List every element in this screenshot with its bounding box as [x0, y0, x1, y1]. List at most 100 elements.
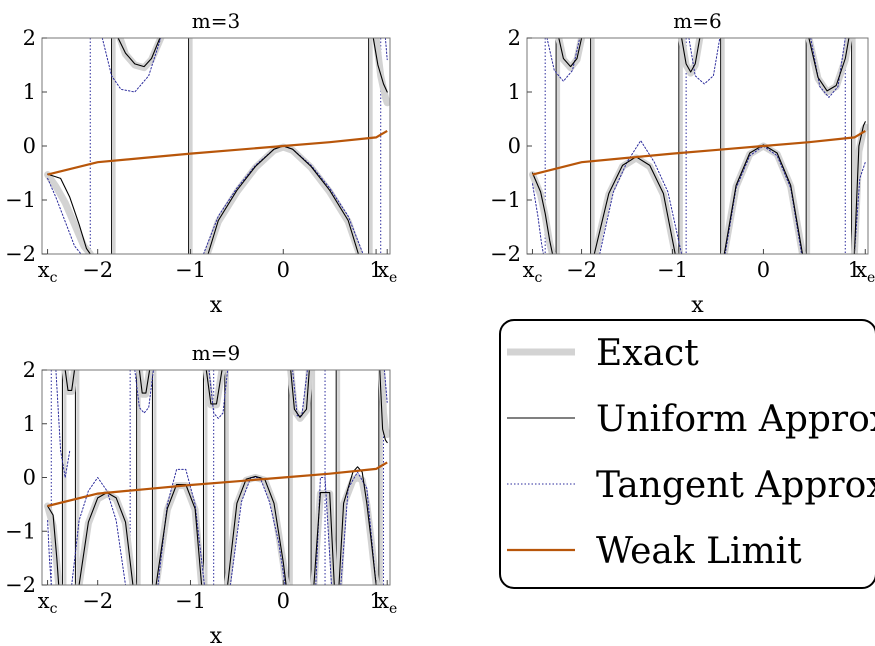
- series-dotted-blue-segment: [101, 38, 162, 93]
- x-tick-label: xc: [523, 258, 543, 286]
- series-thick-gray-segment: [116, 38, 165, 72]
- series-dotted-blue-segment: [546, 38, 581, 82]
- series-dotted-blue-segment: [134, 370, 154, 414]
- x-tick-label: 0: [277, 258, 290, 282]
- series-thick-gray-segment: [591, 154, 679, 254]
- x-tick-subscript: c: [50, 601, 58, 617]
- x-tick-label: 0: [757, 258, 770, 282]
- series-dotted-blue-segment: [340, 471, 377, 585]
- y-tick-label: −2: [490, 242, 521, 266]
- series-thin-black-segment: [290, 370, 310, 418]
- legend-label-tangent: Tangent Approx.: [596, 465, 875, 506]
- x-axis-label: x: [210, 293, 223, 318]
- x-tick-label: xc: [38, 589, 58, 617]
- x-axis-label: x: [691, 293, 704, 318]
- y-tick-label: −2: [5, 242, 36, 266]
- panel-title: m=9: [192, 341, 240, 365]
- series-thin-black-segment: [379, 370, 388, 444]
- series-dotted-blue-segment: [208, 370, 229, 419]
- series-dotted-blue-segment: [71, 477, 126, 585]
- panel-title: m=3: [192, 9, 240, 33]
- y-tick-label: 0: [23, 134, 36, 158]
- x-tick-label: −1: [175, 589, 206, 613]
- legend-box: [499, 319, 875, 589]
- x-tick-label: −2: [82, 258, 113, 282]
- series-thin-black-segment: [227, 475, 287, 585]
- x-tick-label: −1: [657, 258, 688, 282]
- series-thin-black-segment: [205, 370, 223, 405]
- y-tick-label: 1: [23, 412, 36, 436]
- series-thin-black-segment: [117, 38, 161, 68]
- series-thin-black-segment: [138, 370, 151, 394]
- x-tick-label: xe: [855, 258, 875, 286]
- y-tick-label: 2: [508, 26, 521, 50]
- series-dotted-blue-segment: [47, 177, 82, 254]
- y-tick-label: −1: [490, 188, 521, 212]
- series-dotted-blue-segment: [55, 370, 71, 478]
- series-thick-gray-segment: [224, 474, 290, 585]
- series-dotted-blue-segment: [383, 370, 388, 403]
- series-thin-black-segment: [155, 483, 203, 585]
- series-dotted-blue-segment: [853, 161, 866, 254]
- series-thin-black-segment: [47, 505, 60, 585]
- y-tick-label: −1: [5, 519, 36, 543]
- series-thick-gray-segment: [372, 38, 390, 107]
- x-tick-label: 1: [369, 589, 382, 613]
- y-tick-label: −1: [5, 188, 36, 212]
- series-dotted-blue-segment: [688, 38, 721, 85]
- series-thin-black-segment: [808, 38, 850, 92]
- weak-limit-line: [47, 129, 388, 176]
- y-tick-label: 0: [23, 466, 36, 490]
- x-tick-subscript: e: [867, 270, 875, 286]
- x-tick-subscript: c: [50, 270, 58, 286]
- series-thin-black-segment: [338, 466, 377, 585]
- series-thick-gray-segment: [44, 171, 94, 254]
- series-dotted-blue-segment: [47, 520, 52, 585]
- series-thick-gray-segment: [720, 142, 806, 254]
- plot-area: [44, 370, 390, 585]
- y-tick-label: 1: [508, 80, 521, 104]
- x-tick-label: xc: [38, 258, 58, 286]
- x-tick-subscript: c: [534, 270, 542, 286]
- legend-label-exact: Exact: [596, 333, 699, 374]
- x-tick-label: 1: [369, 258, 382, 282]
- series-dotted-blue-segment: [532, 183, 544, 254]
- legend-label-weak: Weak Limit: [596, 531, 802, 572]
- weak-limit-line: [47, 461, 388, 508]
- plot-area: [529, 38, 868, 254]
- y-tick-label: 1: [23, 80, 36, 104]
- x-tick-label: 1: [848, 258, 861, 282]
- y-tick-label: 0: [508, 134, 521, 158]
- series-dotted-blue-segment: [384, 38, 388, 61]
- y-tick-label: −2: [5, 573, 36, 597]
- x-tick-label: −2: [566, 258, 597, 282]
- x-tick-label: xe: [377, 258, 397, 286]
- series-thick-gray-segment: [378, 370, 390, 438]
- series-thin-black-segment: [681, 38, 701, 73]
- series-thin-black-segment: [207, 145, 359, 254]
- y-tick-label: 2: [23, 358, 36, 382]
- series-thin-black-segment: [47, 173, 91, 254]
- series-thin-black-segment: [558, 38, 583, 68]
- x-tick-label: xe: [377, 589, 397, 617]
- series-thin-black-segment: [372, 38, 388, 93]
- series-thin-black-segment: [853, 121, 866, 254]
- series-thin-black-segment: [64, 370, 76, 391]
- series-thin-black-segment: [531, 172, 554, 254]
- series-dotted-blue-segment: [203, 145, 364, 254]
- series-thick-gray-segment: [75, 490, 137, 585]
- series-dotted-blue-segment: [599, 140, 683, 254]
- series-thin-black-segment: [313, 492, 335, 585]
- series-dotted-blue-segment: [292, 370, 308, 417]
- x-tick-label: −2: [82, 589, 113, 613]
- legend: Exact Uniform Approx. Tangent Approx. Weak …: [499, 319, 875, 589]
- x-tick-label: 0: [277, 589, 290, 613]
- x-axis-label: x: [210, 624, 223, 646]
- panel-title: m=6: [673, 9, 721, 33]
- legend-label-uniform: Uniform Approx.: [596, 399, 875, 440]
- weak-limit-line: [532, 129, 866, 176]
